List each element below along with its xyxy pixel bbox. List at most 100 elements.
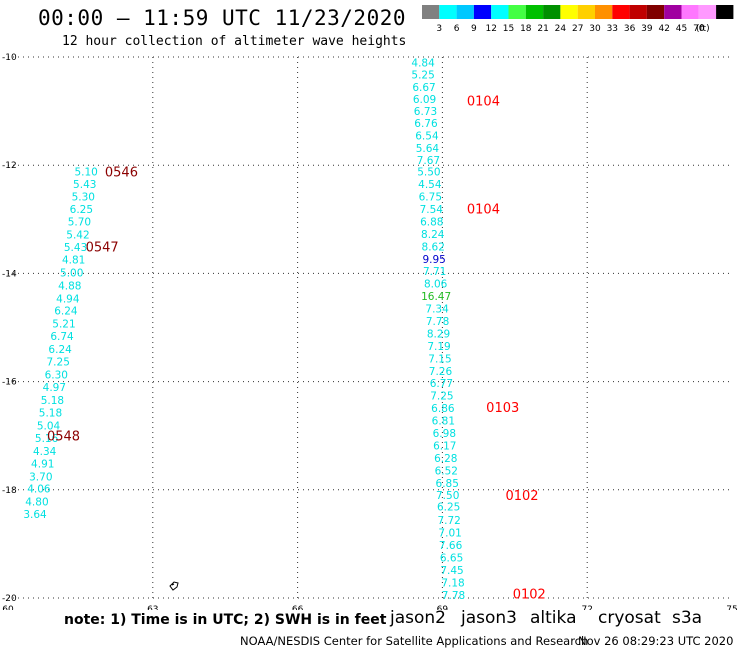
legend-s3a: s3a <box>672 608 703 628</box>
colorbar-label: 18 <box>520 24 532 34</box>
colorbar-label: 12 <box>485 24 496 34</box>
wave-height-value: 6.28 <box>434 453 457 465</box>
colorbar-swatch <box>491 5 509 19</box>
island-outline <box>169 581 179 591</box>
wave-height-value: 5.43 <box>64 242 87 254</box>
wave-height-value: 4.91 <box>31 458 54 470</box>
wave-height-value: 4.94 <box>56 293 80 305</box>
wave-height-value: 7.72 <box>437 515 460 527</box>
wave-height-value: 4.54 <box>418 179 442 191</box>
colorbar-label: 70 <box>693 24 705 34</box>
wave-height-value: 6.98 <box>433 428 456 440</box>
colorbar-swatch <box>664 5 682 19</box>
footer-credit: NOAA/NESDIS Center for Satellite Applica… <box>240 634 589 648</box>
wave-height-value: 5.18 <box>39 407 62 419</box>
wave-height-value: 6.81 <box>432 416 455 428</box>
wave-height-value: 3.70 <box>29 471 52 483</box>
wave-height-value: 6.67 <box>412 82 435 94</box>
units-note: note: 1) Time is in UTC; 2) SWH is in fe… <box>64 612 387 628</box>
wave-height-value: 7.25 <box>47 357 70 369</box>
wave-height-value: 7.15 <box>428 353 451 365</box>
time-label: 0546 <box>105 166 138 181</box>
wave-height-value: 5.00 <box>60 267 83 279</box>
wave-height-value: 6.30 <box>45 370 68 382</box>
wave-height-value: 4.97 <box>43 382 66 394</box>
colorbar-swatch <box>612 5 630 19</box>
colorbar-label: 27 <box>572 24 583 34</box>
wave-height-value: 4.88 <box>58 280 81 292</box>
wave-height-value: 6.88 <box>420 216 443 228</box>
lon-tick-label: 60 <box>2 605 14 610</box>
wave-height-value: 6.24 <box>54 306 78 318</box>
colorbar-label: 9 <box>471 24 477 34</box>
wave-height-value: 7.26 <box>429 366 453 378</box>
wave-height-value: 8.29 <box>427 328 450 340</box>
colorbar-label: 33 <box>607 24 618 34</box>
wave-height-value: 5.70 <box>68 216 91 228</box>
colorbar-label: 15 <box>503 24 514 34</box>
time-label: 0102 <box>505 489 538 504</box>
time-label: 0548 <box>47 430 80 445</box>
colorbar-swatch <box>629 5 647 19</box>
wave-height-value: 7.01 <box>438 528 461 540</box>
wave-height-value: 6.75 <box>419 192 442 204</box>
colorbar-swatch <box>716 5 734 19</box>
wave-height-value: 6.52 <box>435 465 458 477</box>
wave-height-value: 7.54 <box>420 204 444 216</box>
wave-height-value: 16.47 <box>421 291 451 303</box>
wave-height-value: 7.50 <box>436 490 459 502</box>
colorbar-label: 45 <box>676 24 687 34</box>
footer-timestamp: Nov 26 08:29:23 UTC 2020 <box>578 634 734 648</box>
wave-height-value: 5.10 <box>74 167 97 179</box>
lat-tick-label: -16 <box>2 378 17 388</box>
wave-height-value: 6.24 <box>48 344 72 356</box>
colorbar-swatch <box>439 5 457 19</box>
wave-height-value: 4.34 <box>33 446 57 458</box>
lat-tick-label: -12 <box>2 161 17 171</box>
wave-height-value: 5.50 <box>417 167 440 179</box>
time-label: 0547 <box>86 240 119 255</box>
wave-height-value: 7.78 <box>442 590 465 602</box>
wave-height-value: 6.73 <box>414 106 437 118</box>
wave-height-value: 7.66 <box>439 540 463 552</box>
wave-height-value: 5.30 <box>72 192 95 204</box>
colorbar-swatch <box>543 5 561 19</box>
wave-height-value: 7.78 <box>426 316 449 328</box>
time-label: 0104 <box>467 202 500 217</box>
lat-tick-label: -10 <box>2 53 17 63</box>
lat-tick-label: -20 <box>2 594 17 604</box>
page-subtitle: 12 hour collection of altimeter wave hei… <box>62 34 407 49</box>
time-label: 0102 <box>513 588 546 603</box>
wave-height-value: 6.65 <box>440 552 463 564</box>
lon-tick-label: 63 <box>147 605 158 610</box>
wave-height-value: 5.43 <box>73 179 96 191</box>
wave-height-value: 6.86 <box>431 403 455 415</box>
colorbar-swatch <box>681 5 699 19</box>
colorbar-legend: 3 6 9 12 15 18 21 24 27 30 33 36 39 42 45 70(ft) <box>422 5 734 34</box>
legend-altika: altika <box>530 608 577 628</box>
legend-cryosat: cryosat <box>598 608 661 628</box>
wave-height-value: 7.34 <box>425 304 449 316</box>
wave-height-value: 6.74 <box>50 331 74 343</box>
colorbar-unit: (ft) <box>696 24 710 34</box>
wave-height-value: 5.18 <box>41 395 64 407</box>
wave-height-value: 9.95 <box>422 254 445 266</box>
colorbar-swatch <box>422 5 440 19</box>
wave-height-value: 6.85 <box>436 478 459 490</box>
wave-height-value: 6.09 <box>413 94 436 106</box>
colorbar-label: 36 <box>624 24 636 34</box>
lat-tick-label: -18 <box>2 486 17 496</box>
wave-height-value: 6.17 <box>433 440 456 452</box>
lon-tick-label: 75 <box>726 605 737 610</box>
wave-height-value: 7.18 <box>441 577 464 589</box>
colorbar-swatch <box>508 5 526 19</box>
wave-height-value: 6.54 <box>415 130 439 142</box>
colorbar-label: 24 <box>555 24 567 34</box>
wave-height-value: 7.45 <box>440 565 463 577</box>
wave-height-value: 4.81 <box>62 254 85 266</box>
wave-height-value: 7.25 <box>430 391 453 403</box>
wave-height-value: 5.25 <box>411 69 434 81</box>
legend-jason2: jason2 <box>390 608 446 628</box>
colorbar-swatch <box>525 5 544 19</box>
legend-jason3: jason3 <box>461 608 517 628</box>
